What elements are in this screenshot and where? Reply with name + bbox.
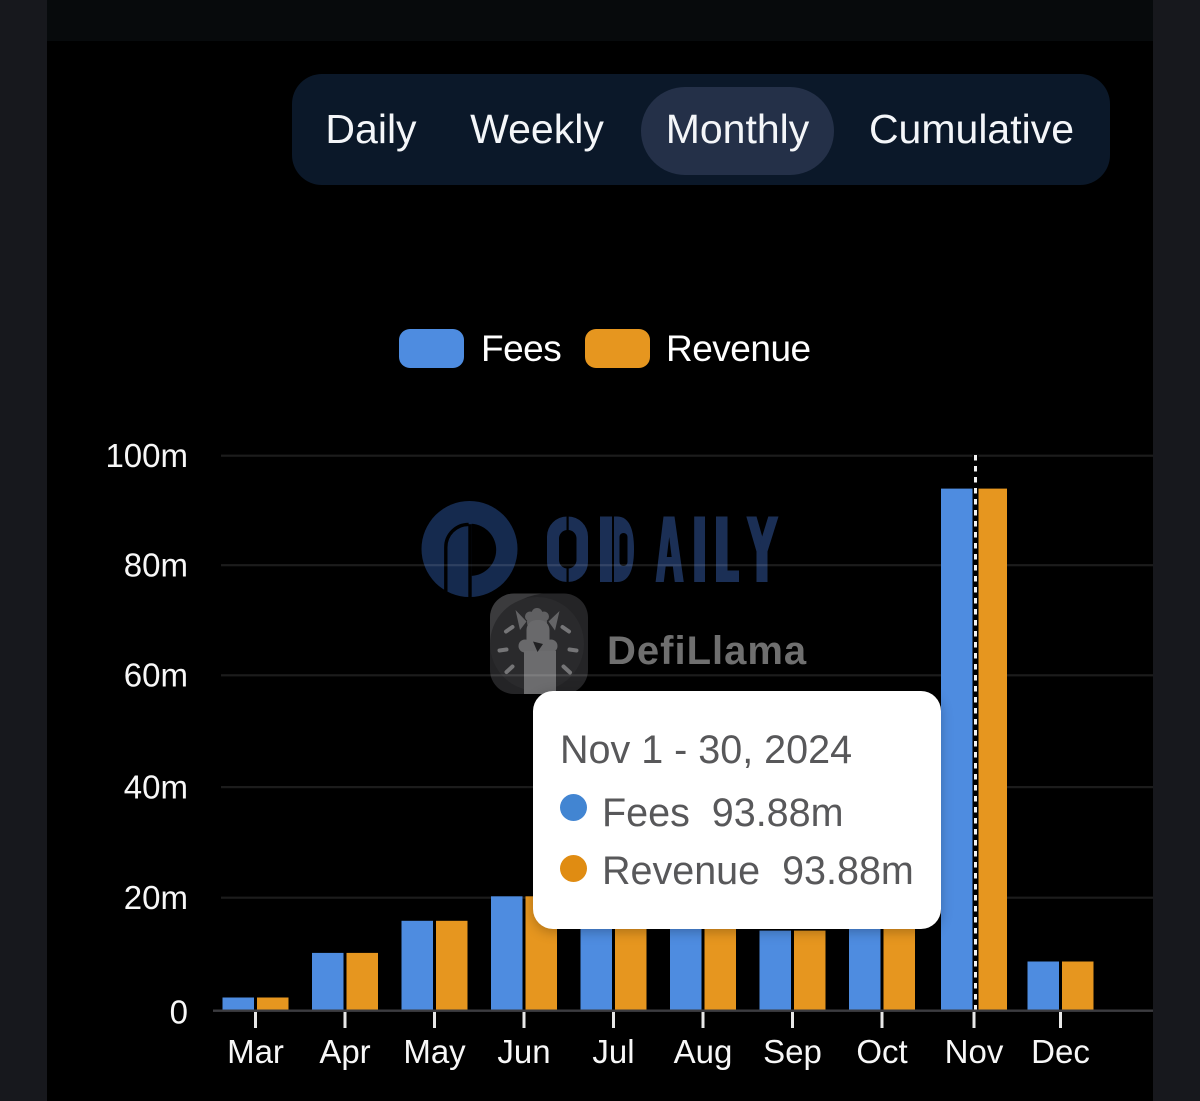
- svg-text:100m: 100m: [105, 437, 188, 474]
- svg-text:Oct: Oct: [856, 1033, 907, 1070]
- svg-text:Aug: Aug: [674, 1033, 733, 1070]
- svg-text:60m: 60m: [124, 657, 188, 694]
- svg-text:Mar: Mar: [227, 1033, 284, 1070]
- svg-text:Jul: Jul: [592, 1033, 634, 1070]
- svg-text:DefiLlama: DefiLlama: [607, 629, 807, 673]
- svg-text:20m: 20m: [124, 879, 188, 916]
- svg-text:Jun: Jun: [497, 1033, 550, 1070]
- svg-text:0: 0: [170, 994, 188, 1031]
- svg-text:Nov: Nov: [945, 1033, 1004, 1070]
- svg-text:Sep: Sep: [763, 1033, 822, 1070]
- svg-text:May: May: [403, 1033, 466, 1070]
- svg-text:Apr: Apr: [319, 1033, 370, 1070]
- svg-text:40m: 40m: [124, 769, 188, 806]
- svg-text:Dec: Dec: [1031, 1033, 1090, 1070]
- svg-text:80m: 80m: [124, 547, 188, 584]
